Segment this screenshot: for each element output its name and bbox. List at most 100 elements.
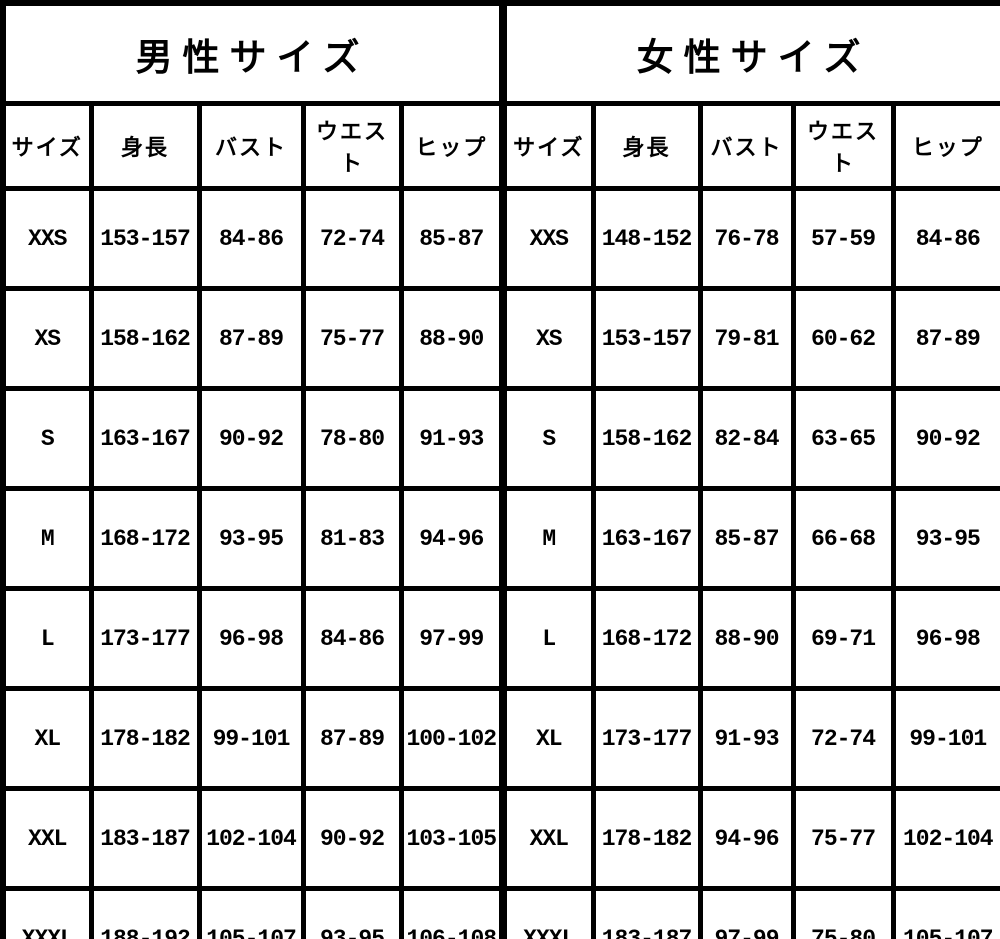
value-cell-women: 93-95 — [890, 486, 1000, 591]
size-label-men: M — [0, 486, 94, 591]
value-cell-women: 102-104 — [890, 786, 1000, 891]
value-cell-men: 85-87 — [398, 186, 506, 291]
value-cell-women: 153-157 — [590, 286, 703, 391]
men-section-title: 男性サイズ — [0, 0, 506, 106]
value-cell-women: 168-172 — [590, 586, 703, 691]
table-row: XL 178-182 99-101 87-89 100-102 XL 173-177 91-9… — [0, 686, 1000, 791]
value-cell-women: 85-87 — [697, 486, 796, 591]
value-cell-women: 79-81 — [697, 286, 796, 391]
value-cell-women: 183-187 — [590, 886, 703, 939]
value-cell-men: 87-89 — [300, 686, 404, 791]
value-cell-men: 88-90 — [398, 286, 506, 391]
size-label-women: XS — [499, 286, 596, 391]
value-cell-women: 82-84 — [697, 386, 796, 491]
size-label-men: XS — [0, 286, 94, 391]
value-cell-men: 81-83 — [300, 486, 404, 591]
value-cell-men: 87-89 — [196, 286, 306, 391]
value-cell-men: 75-77 — [300, 286, 404, 391]
value-cell-women: 91-93 — [697, 686, 796, 791]
value-cell-women: 173-177 — [590, 686, 703, 791]
value-cell-women: 66-68 — [790, 486, 896, 591]
value-cell-men: 90-92 — [196, 386, 306, 491]
column-header-women-3: ウエスト — [790, 101, 896, 191]
value-cell-women: 96-98 — [890, 586, 1000, 691]
table-row: XXS 153-157 84-86 72-74 85-87 XXS 148-152 76-78… — [0, 186, 1000, 291]
value-cell-women: 84-86 — [890, 186, 1000, 291]
size-label-women: L — [499, 586, 596, 691]
column-header-women-1: 身長 — [590, 101, 703, 191]
size-label-women: XXS — [499, 186, 596, 291]
value-cell-men: 153-157 — [88, 186, 202, 291]
value-cell-men: 168-172 — [88, 486, 202, 591]
value-cell-men: 84-86 — [196, 186, 306, 291]
value-cell-men: 178-182 — [88, 686, 202, 791]
value-cell-men: 100-102 — [398, 686, 506, 791]
value-cell-men: 188-192 — [88, 886, 202, 939]
value-cell-women: 158-162 — [590, 386, 703, 491]
value-cell-women: 75-80 — [790, 886, 896, 939]
value-cell-women: 87-89 — [890, 286, 1000, 391]
value-cell-women: 94-96 — [697, 786, 796, 891]
column-header-men-4: ヒップ — [398, 101, 506, 191]
table-row: XXXL 188-192 105-107 93-95 106-108 XXXL 183-18… — [0, 886, 1000, 939]
column-header-men-3: ウエスト — [300, 101, 404, 191]
value-cell-men: 97-99 — [398, 586, 506, 691]
value-cell-men: 84-86 — [300, 586, 404, 691]
value-cell-women: 178-182 — [590, 786, 703, 891]
value-cell-men: 163-167 — [88, 386, 202, 491]
column-header-women-0: サイズ — [499, 101, 596, 191]
value-cell-women: 148-152 — [590, 186, 703, 291]
value-cell-men: 93-95 — [300, 886, 404, 939]
value-cell-men: 102-104 — [196, 786, 306, 891]
value-cell-women: 163-167 — [590, 486, 703, 591]
women-section-title: 女性サイズ — [499, 0, 1000, 106]
value-cell-women: 105-107 — [890, 886, 1000, 939]
value-cell-women: 88-90 — [697, 586, 796, 691]
table-row: XXL 183-187 102-104 90-92 103-105 XXL 178-182 9… — [0, 786, 1000, 891]
value-cell-women: 60-62 — [790, 286, 896, 391]
value-cell-men: 99-101 — [196, 686, 306, 791]
value-cell-women: 90-92 — [890, 386, 1000, 491]
column-header-men-0: サイズ — [0, 101, 94, 191]
value-cell-women: 97-99 — [697, 886, 796, 939]
value-cell-men: 94-96 — [398, 486, 506, 591]
size-label-men: S — [0, 386, 94, 491]
value-cell-men: 105-107 — [196, 886, 306, 939]
size-label-women: S — [499, 386, 596, 491]
table-row: S 163-167 90-92 78-80 91-93 S 158-162 82-84 63-6… — [0, 386, 1000, 491]
table-row: XS 158-162 87-89 75-77 88-90 XS 153-157 79-81 60… — [0, 286, 1000, 391]
section-title-row: 男性サイズ 女性サイズ — [0, 0, 1000, 106]
value-cell-women: 75-77 — [790, 786, 896, 891]
column-header-row: サイズ 身長 バスト ウエスト ヒップ サイズ 身長 バスト ウエスト ヒップ — [0, 101, 1000, 191]
value-cell-men: 96-98 — [196, 586, 306, 691]
value-cell-men: 183-187 — [88, 786, 202, 891]
value-cell-men: 78-80 — [300, 386, 404, 491]
value-cell-men: 72-74 — [300, 186, 404, 291]
column-header-women-4: ヒップ — [890, 101, 1000, 191]
value-cell-men: 158-162 — [88, 286, 202, 391]
column-header-women-2: バスト — [697, 101, 796, 191]
column-header-men-2: バスト — [196, 101, 306, 191]
value-cell-women: 72-74 — [790, 686, 896, 791]
value-cell-men: 103-105 — [398, 786, 506, 891]
column-header-men-1: 身長 — [88, 101, 202, 191]
value-cell-women: 69-71 — [790, 586, 896, 691]
size-chart-body: XXS 153-157 84-86 72-74 85-87 XXS 148-152 76-78… — [0, 186, 1000, 939]
value-cell-women: 99-101 — [890, 686, 1000, 791]
size-label-men: XXXL — [0, 886, 94, 939]
size-label-men: XXS — [0, 186, 94, 291]
size-label-women: XL — [499, 686, 596, 791]
value-cell-men: 173-177 — [88, 586, 202, 691]
value-cell-women: 57-59 — [790, 186, 896, 291]
table-row: L 173-177 96-98 84-86 97-99 L 168-172 88-90 69-7… — [0, 586, 1000, 691]
value-cell-women: 63-65 — [790, 386, 896, 491]
size-label-men: XXL — [0, 786, 94, 891]
value-cell-men: 90-92 — [300, 786, 404, 891]
size-label-women: XXL — [499, 786, 596, 891]
value-cell-men: 93-95 — [196, 486, 306, 591]
table-row: M 168-172 93-95 81-83 94-96 M 163-167 85-87 66-6… — [0, 486, 1000, 591]
size-label-women: XXXL — [499, 886, 596, 939]
value-cell-men: 91-93 — [398, 386, 506, 491]
